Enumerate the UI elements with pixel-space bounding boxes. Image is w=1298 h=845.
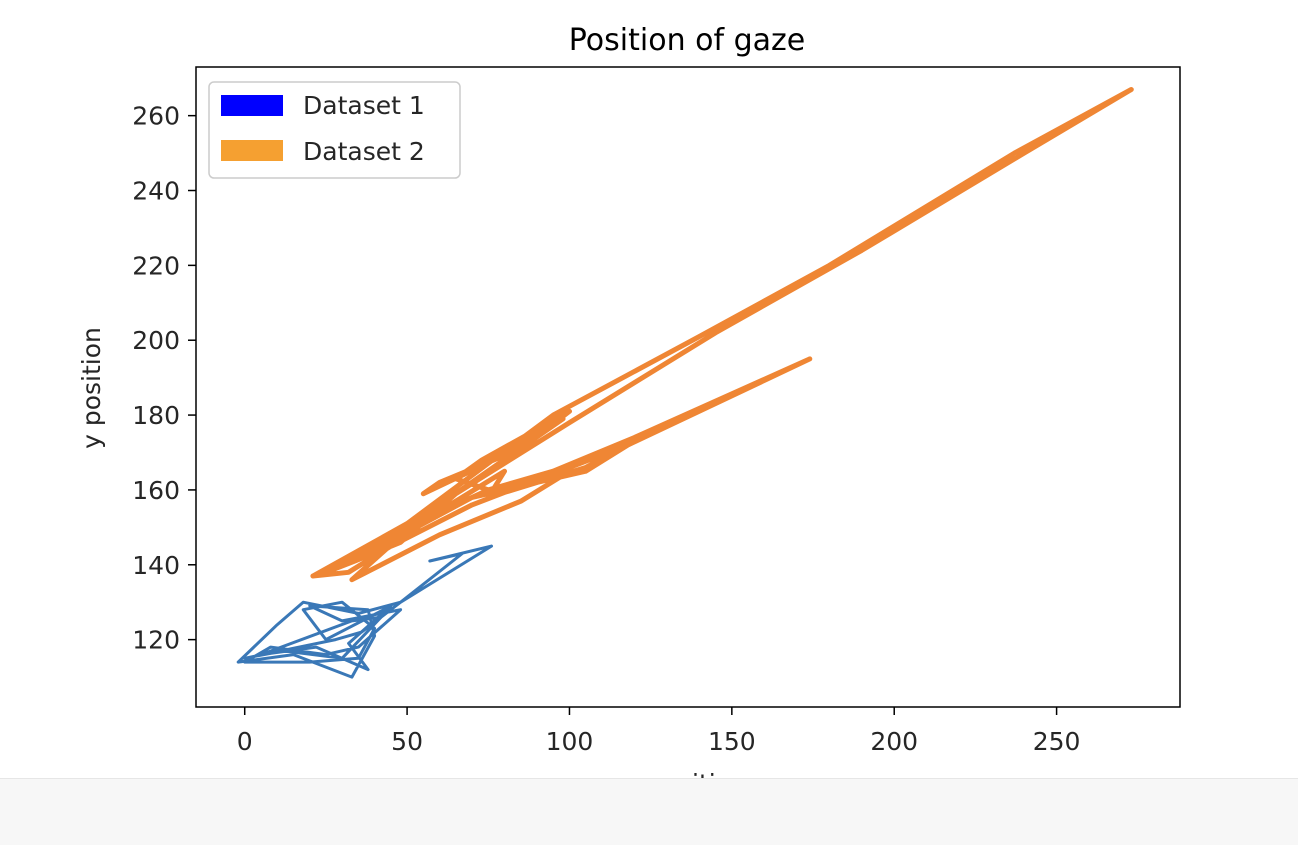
legend-label-dataset-2: Dataset 2	[303, 137, 425, 166]
series-line-dataset-1	[236, 544, 493, 679]
series-layer	[236, 87, 1134, 679]
y-tick-label: 160	[132, 476, 180, 505]
y-axis: 120 140 160 180 200 220 240 260	[132, 102, 196, 655]
y-tick-label: 180	[132, 401, 180, 430]
x-tick-label: 0	[237, 727, 253, 756]
plot-frame	[195, 66, 1181, 708]
series-line-dataset-2	[310, 87, 1134, 583]
y-tick-label: 200	[132, 326, 180, 355]
y-tick-label: 120	[132, 626, 180, 655]
y-tick-label: 240	[132, 177, 180, 206]
x-axis: 0 50 100 150 200 250	[237, 707, 1081, 756]
bottom-bar	[0, 778, 1298, 845]
chart-title: Position of gaze	[569, 23, 805, 58]
y-tick-label: 220	[132, 251, 180, 280]
x-tick-label: 200	[870, 727, 918, 756]
x-tick-label: 250	[1033, 727, 1081, 756]
y-tick-label: 260	[132, 102, 180, 131]
legend-swatch-dataset-2	[221, 140, 283, 161]
legend-swatch-dataset-1	[221, 95, 283, 116]
x-tick-label: 50	[391, 727, 423, 756]
y-tick-label: 140	[132, 551, 180, 580]
x-tick-label: 100	[546, 727, 594, 756]
legend-label-dataset-1: Dataset 1	[303, 91, 425, 120]
x-tick-label: 150	[708, 727, 756, 756]
y-axis-label: y position	[77, 327, 106, 449]
legend: Dataset 1 Dataset 2	[208, 81, 461, 179]
